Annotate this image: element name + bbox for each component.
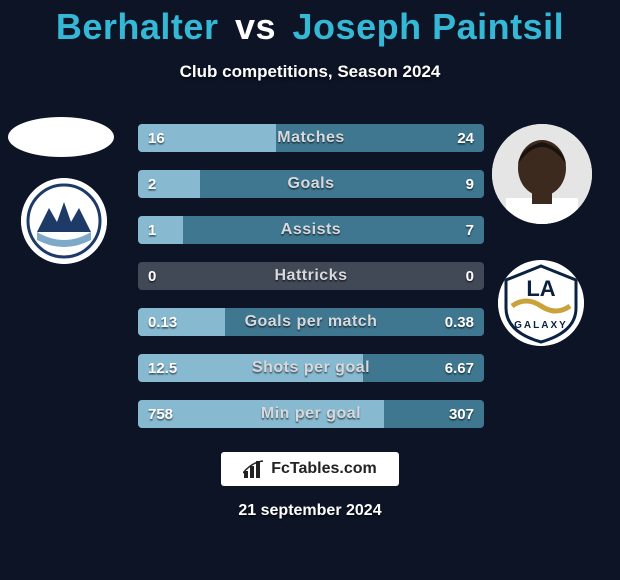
stat-row: Matches16 24	[138, 124, 484, 152]
player2-avatar	[492, 124, 592, 224]
stat-value-left: 1	[148, 216, 156, 244]
stat-value-right: 0	[466, 262, 474, 290]
player1-club-badge	[21, 178, 107, 264]
stat-row: Shots per goal12.5 6.67	[138, 354, 484, 382]
stat-label: Assists	[138, 216, 484, 244]
svg-text:LA: LA	[526, 276, 555, 301]
stats-comparison: Matches16 24 Goals2 9 Assists1 7 Hattricks0 0 Go…	[138, 124, 484, 446]
stat-label: Hattricks	[138, 262, 484, 290]
stat-row: Goals2 9	[138, 170, 484, 198]
stat-value-right: 6.67	[445, 354, 474, 382]
player2-face-icon	[492, 124, 592, 224]
player1-avatar	[8, 117, 114, 157]
footer-date: 21 september 2024	[0, 502, 620, 520]
stat-value-left: 16	[148, 124, 165, 152]
stat-value-left: 2	[148, 170, 156, 198]
stat-label: Min per goal	[138, 400, 484, 428]
stat-label: Shots per goal	[138, 354, 484, 382]
fctables-logo-text: FcTables.com	[271, 460, 377, 478]
whitecaps-badge-icon	[21, 178, 107, 264]
vs-text: vs	[235, 6, 276, 47]
stat-label: Goals	[138, 170, 484, 198]
stat-label: Matches	[138, 124, 484, 152]
player1-name: Berhalter	[56, 6, 219, 47]
stat-value-left: 0	[148, 262, 156, 290]
stat-row: Hattricks0 0	[138, 262, 484, 290]
stat-value-right: 9	[466, 170, 474, 198]
stat-value-left: 12.5	[148, 354, 177, 382]
bar-chart-icon	[243, 459, 265, 479]
svg-text:GALAXY: GALAXY	[514, 320, 568, 331]
subtitle: Club competitions, Season 2024	[0, 62, 620, 82]
stat-row: Assists1 7	[138, 216, 484, 244]
player2-name: Joseph Paintsil	[293, 6, 565, 47]
stat-value-right: 24	[457, 124, 474, 152]
stat-value-right: 307	[449, 400, 474, 428]
stat-value-right: 7	[466, 216, 474, 244]
stat-value-left: 758	[148, 400, 173, 428]
stat-row: Min per goal758 307	[138, 400, 484, 428]
stat-value-left: 0.13	[148, 308, 177, 336]
la-galaxy-badge-icon: LA GALAXY	[498, 260, 584, 346]
page-title: Berhalter vs Joseph Paintsil	[0, 6, 620, 48]
stat-label: Goals per match	[138, 308, 484, 336]
stat-row: Goals per match0.13 0.38	[138, 308, 484, 336]
stat-value-right: 0.38	[445, 308, 474, 336]
player2-club-badge: LA GALAXY	[498, 260, 584, 346]
fctables-logo[interactable]: FcTables.com	[221, 452, 399, 486]
